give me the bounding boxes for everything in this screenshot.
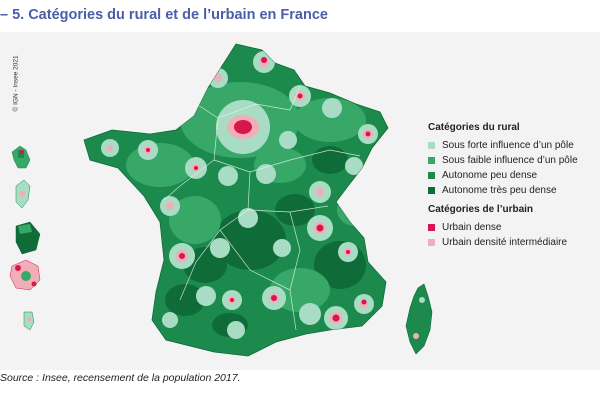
legend-item-autonome-tres-peu-dense: Autonome très peu dense [428, 183, 600, 198]
legend-label: Autonome très peu dense [442, 185, 557, 196]
legend-heading-rural: Catégories du rural [428, 122, 520, 133]
legend-label: Urbain dense [442, 222, 502, 233]
legend-item-autonome-peu-dense: Autonome peu dense [428, 168, 600, 183]
urbain-dense [146, 57, 371, 322]
legend-item-sous-faible-influence: Sous faible influence d’un pôle [428, 153, 600, 168]
legend-label: Autonome peu dense [442, 170, 538, 181]
corsica [405, 283, 433, 355]
legend-label: Sous forte influence d’un pôle [442, 140, 574, 151]
legend-swatch [428, 239, 435, 246]
legend-swatch [428, 187, 435, 194]
legend-label: Sous faible influence d’un pôle [442, 155, 578, 166]
legend-item-sous-forte-influence: Sous forte influence d’un pôle [428, 138, 600, 153]
legend-label: Urbain densité intermédiaire [442, 237, 568, 248]
legend: Catégories du rural Sous forte influence… [428, 122, 600, 250]
region-borders [163, 85, 361, 331]
overseas-territories [9, 145, 41, 331]
chart-title: – 5. Catégories du rural et de l’urbain … [0, 7, 328, 23]
legend-heading-urban: Catégories de l’urbain [428, 204, 534, 215]
source-note: Source : Insee, recensement de la popula… [0, 372, 241, 384]
legend-swatch [428, 224, 435, 231]
legend-item-urbain-densite-intermediaire: Urbain densité intermédiaire [428, 235, 600, 250]
legend-item-urbain-dense: Urbain dense [428, 220, 600, 235]
legend-swatch [428, 157, 435, 164]
legend-swatch [428, 172, 435, 179]
copyright-text: © IGN - Insee 2021 [12, 55, 20, 112]
legend-swatch [428, 142, 435, 149]
